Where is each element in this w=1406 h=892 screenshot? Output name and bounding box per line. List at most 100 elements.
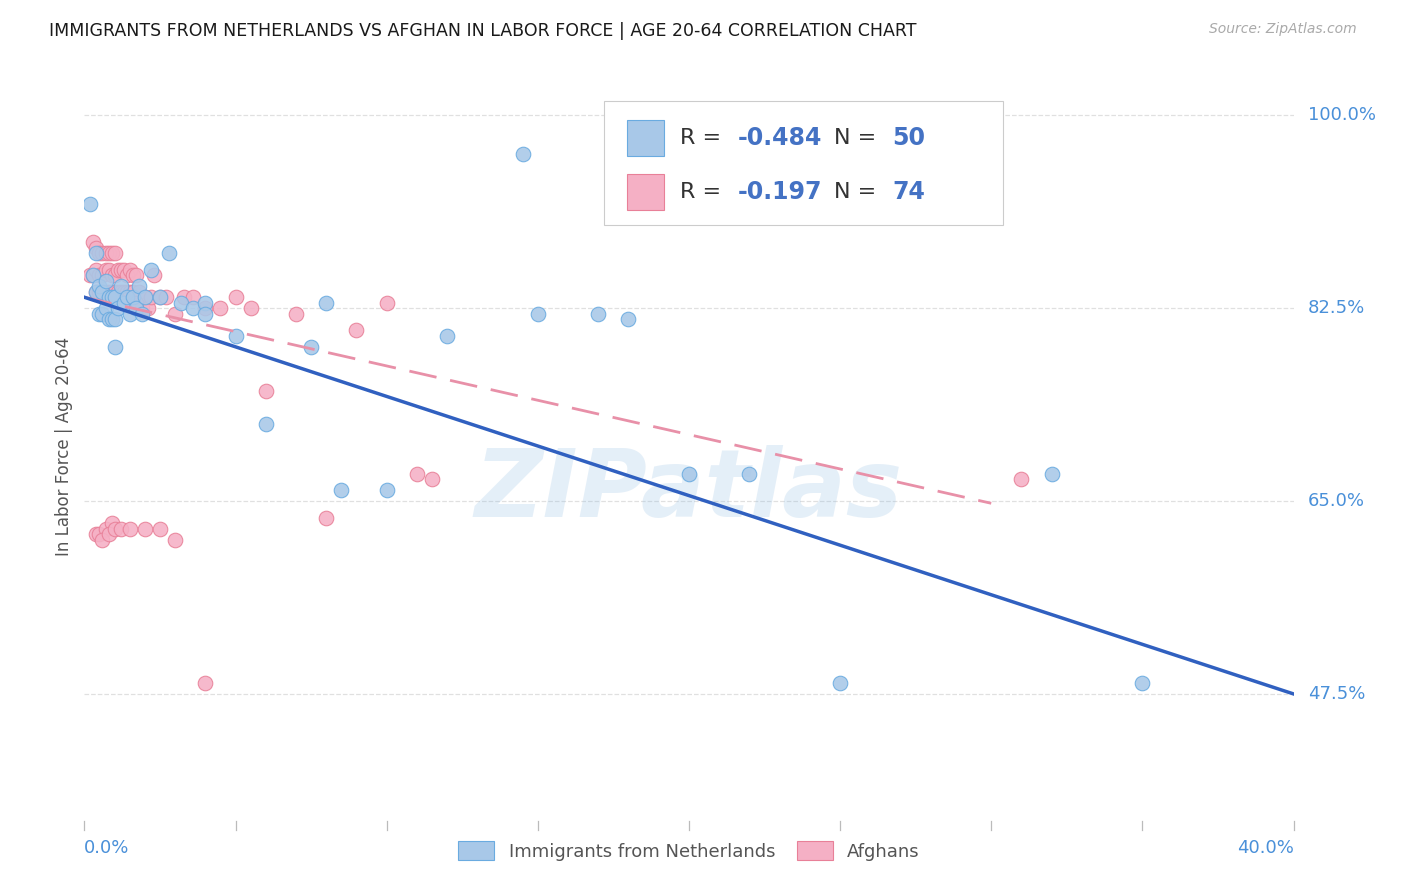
Point: [239, 301, 262, 316]
Point: [617, 312, 640, 326]
Text: 0.0%: 0.0%: [84, 839, 129, 857]
Point: [375, 295, 398, 310]
Point: [89, 285, 111, 299]
Point: [94, 301, 117, 316]
Point: [89, 279, 111, 293]
Point: [1040, 467, 1063, 481]
Point: [420, 472, 443, 486]
Point: [330, 483, 353, 497]
Text: 74: 74: [891, 180, 925, 204]
Point: [134, 290, 156, 304]
Point: [97, 290, 120, 304]
FancyBboxPatch shape: [627, 120, 664, 155]
Point: [254, 384, 277, 398]
Point: [121, 285, 143, 299]
Point: [134, 522, 156, 536]
Point: [89, 307, 111, 321]
Point: [225, 328, 247, 343]
Point: [285, 307, 308, 321]
Text: 50: 50: [891, 126, 925, 150]
Point: [100, 290, 122, 304]
Point: [112, 262, 135, 277]
Point: [315, 510, 337, 524]
Point: [209, 301, 232, 316]
Text: 40.0%: 40.0%: [1237, 839, 1294, 857]
Point: [118, 522, 141, 536]
Point: [100, 312, 122, 326]
Point: [91, 285, 114, 299]
Point: [830, 676, 852, 690]
Text: Source: ZipAtlas.com: Source: ZipAtlas.com: [1209, 22, 1357, 37]
Point: [89, 527, 111, 541]
Point: [121, 268, 143, 283]
Point: [97, 527, 120, 541]
FancyBboxPatch shape: [627, 174, 664, 211]
Point: [678, 467, 700, 481]
Point: [118, 262, 141, 277]
Point: [131, 307, 153, 321]
Point: [79, 196, 101, 211]
Point: [128, 285, 150, 299]
Point: [1130, 676, 1153, 690]
Point: [165, 533, 187, 547]
Text: 100.0%: 100.0%: [1308, 106, 1376, 125]
Y-axis label: In Labor Force | Age 20-64: In Labor Force | Age 20-64: [55, 336, 73, 556]
Point: [125, 295, 148, 310]
Point: [181, 290, 204, 304]
Point: [194, 295, 217, 310]
Point: [94, 285, 117, 299]
Text: 82.5%: 82.5%: [1308, 299, 1365, 318]
Point: [194, 676, 217, 690]
Point: [128, 279, 150, 293]
Text: -0.197: -0.197: [737, 180, 821, 204]
FancyBboxPatch shape: [605, 102, 1004, 225]
Point: [155, 290, 177, 304]
Point: [97, 312, 120, 326]
Point: [157, 246, 180, 260]
Point: [91, 268, 114, 283]
Point: [82, 268, 104, 283]
Point: [173, 290, 195, 304]
Legend: Immigrants from Netherlands, Afghans: Immigrants from Netherlands, Afghans: [451, 833, 927, 868]
Point: [110, 285, 132, 299]
Point: [110, 262, 132, 277]
Point: [588, 307, 610, 321]
Point: [315, 295, 337, 310]
Text: R =: R =: [681, 182, 735, 202]
Point: [86, 246, 108, 260]
Point: [125, 301, 148, 316]
Point: [107, 262, 129, 277]
Point: [112, 285, 135, 299]
Point: [91, 307, 114, 321]
Point: [97, 285, 120, 299]
Point: [149, 290, 172, 304]
Point: [82, 235, 104, 249]
Point: [82, 268, 104, 283]
Point: [512, 147, 534, 161]
Point: [225, 290, 247, 304]
Point: [100, 285, 122, 299]
Point: [110, 522, 132, 536]
Point: [79, 268, 101, 283]
Point: [136, 301, 159, 316]
Point: [91, 246, 114, 260]
Point: [89, 246, 111, 260]
Point: [91, 285, 114, 299]
Point: [299, 340, 322, 354]
Point: [142, 268, 165, 283]
Point: [100, 516, 122, 530]
Point: [97, 262, 120, 277]
Point: [104, 312, 127, 326]
Point: [104, 290, 127, 304]
Text: 65.0%: 65.0%: [1308, 492, 1365, 510]
Point: [91, 533, 114, 547]
Point: [107, 285, 129, 299]
Point: [115, 268, 138, 283]
Point: [118, 307, 141, 321]
Text: N =: N =: [834, 182, 883, 202]
Point: [121, 290, 143, 304]
Point: [254, 417, 277, 431]
Point: [115, 290, 138, 304]
Point: [86, 262, 108, 277]
Point: [194, 307, 217, 321]
